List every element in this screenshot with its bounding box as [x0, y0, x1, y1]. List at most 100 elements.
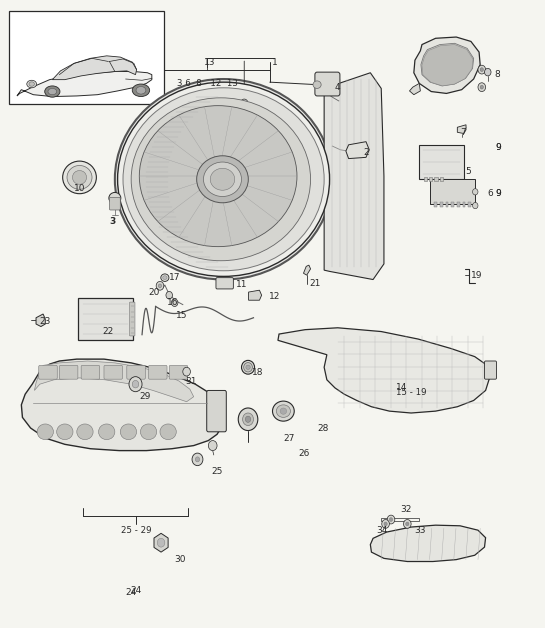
Text: 15: 15	[175, 311, 187, 320]
Circle shape	[473, 188, 478, 195]
Polygon shape	[457, 125, 466, 134]
Polygon shape	[371, 525, 486, 561]
Text: 4: 4	[335, 83, 340, 92]
Text: 26: 26	[299, 448, 310, 458]
Ellipse shape	[132, 84, 150, 97]
FancyBboxPatch shape	[78, 298, 133, 340]
Circle shape	[132, 381, 139, 388]
Polygon shape	[324, 73, 384, 279]
Circle shape	[243, 413, 253, 426]
Circle shape	[478, 65, 486, 74]
Circle shape	[405, 522, 409, 526]
Circle shape	[195, 457, 199, 462]
Ellipse shape	[63, 161, 96, 193]
Text: 23: 23	[40, 317, 51, 326]
Ellipse shape	[99, 424, 115, 440]
FancyBboxPatch shape	[216, 278, 233, 289]
Text: 10: 10	[74, 184, 85, 193]
Text: 29: 29	[140, 392, 150, 401]
Polygon shape	[463, 202, 465, 207]
Polygon shape	[457, 202, 459, 207]
Ellipse shape	[280, 408, 287, 414]
Ellipse shape	[210, 168, 235, 190]
FancyBboxPatch shape	[110, 197, 120, 210]
Ellipse shape	[203, 162, 241, 197]
Ellipse shape	[272, 401, 294, 421]
Ellipse shape	[140, 106, 297, 247]
Circle shape	[473, 202, 478, 208]
Ellipse shape	[313, 81, 321, 89]
Ellipse shape	[45, 86, 60, 97]
Text: 2: 2	[364, 148, 370, 157]
Polygon shape	[304, 265, 311, 275]
Text: 9: 9	[495, 188, 501, 198]
Polygon shape	[446, 202, 449, 207]
FancyBboxPatch shape	[104, 365, 123, 379]
Ellipse shape	[160, 424, 176, 440]
FancyBboxPatch shape	[485, 361, 496, 379]
Text: 9: 9	[495, 143, 501, 153]
Circle shape	[208, 441, 217, 451]
Ellipse shape	[109, 192, 121, 203]
Polygon shape	[34, 361, 193, 402]
Text: 28: 28	[317, 423, 329, 433]
FancyBboxPatch shape	[430, 179, 475, 203]
Text: 34: 34	[377, 526, 387, 534]
Text: 19: 19	[471, 271, 482, 279]
FancyBboxPatch shape	[169, 365, 187, 379]
Circle shape	[387, 515, 395, 524]
FancyBboxPatch shape	[81, 365, 100, 379]
Text: 27: 27	[283, 433, 295, 443]
Ellipse shape	[29, 82, 34, 86]
Ellipse shape	[136, 87, 146, 94]
Text: 7: 7	[460, 127, 466, 137]
FancyBboxPatch shape	[149, 365, 167, 379]
Circle shape	[245, 416, 251, 423]
Ellipse shape	[241, 360, 255, 374]
Text: 18: 18	[252, 368, 263, 377]
Text: 32: 32	[400, 505, 411, 514]
Text: 30: 30	[174, 555, 186, 564]
Text: 6: 6	[487, 188, 493, 198]
Ellipse shape	[123, 88, 324, 271]
Ellipse shape	[27, 80, 37, 88]
FancyBboxPatch shape	[130, 302, 135, 336]
Polygon shape	[249, 290, 262, 300]
Text: 21: 21	[310, 279, 321, 288]
Text: 5: 5	[465, 166, 471, 176]
Polygon shape	[52, 56, 137, 80]
Text: 15 - 19: 15 - 19	[396, 388, 427, 397]
Text: 20: 20	[149, 288, 160, 296]
Bar	[9, 11, 164, 104]
Text: 24: 24	[130, 587, 141, 595]
Polygon shape	[414, 37, 480, 94]
Polygon shape	[440, 202, 443, 207]
Ellipse shape	[57, 424, 73, 440]
Ellipse shape	[67, 166, 92, 189]
FancyBboxPatch shape	[207, 391, 226, 432]
Text: 11: 11	[235, 280, 247, 289]
Text: 3: 3	[109, 217, 115, 225]
Text: 31: 31	[185, 377, 197, 386]
FancyBboxPatch shape	[419, 145, 464, 178]
Circle shape	[183, 367, 190, 376]
Circle shape	[403, 519, 411, 528]
Circle shape	[129, 377, 142, 392]
Ellipse shape	[37, 424, 53, 440]
Ellipse shape	[163, 276, 167, 279]
Polygon shape	[440, 177, 443, 181]
Text: 12: 12	[269, 292, 280, 301]
Text: 3 6  8 - 12  13: 3 6 8 - 12 13	[177, 79, 238, 88]
Polygon shape	[451, 202, 454, 207]
Text: 14: 14	[396, 384, 407, 392]
Circle shape	[171, 299, 178, 306]
Text: 22: 22	[102, 327, 114, 336]
Polygon shape	[21, 359, 223, 451]
Circle shape	[480, 85, 483, 89]
Ellipse shape	[141, 424, 157, 440]
Text: 25 - 29: 25 - 29	[120, 526, 151, 535]
Circle shape	[478, 83, 486, 92]
Polygon shape	[468, 202, 471, 207]
Polygon shape	[422, 45, 473, 86]
Ellipse shape	[244, 362, 252, 372]
